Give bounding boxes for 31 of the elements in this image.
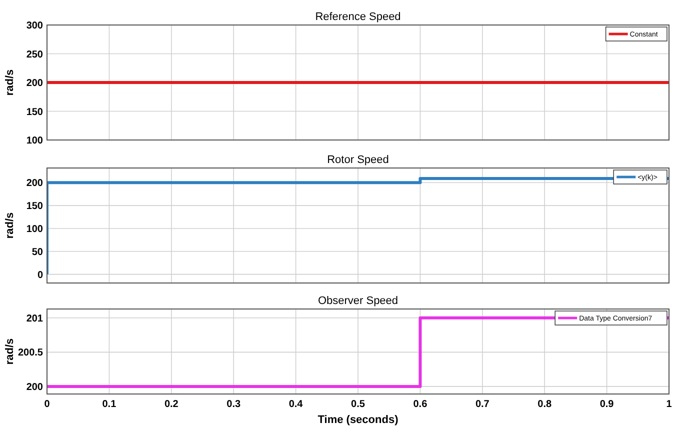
- y-tick-label: 0: [37, 270, 44, 281]
- y-tick-label: 200.5: [18, 348, 44, 359]
- x-tick-label: 0.8: [538, 399, 552, 410]
- x-tick-label: 0: [44, 399, 50, 410]
- y-tick-label: 300: [26, 20, 44, 32]
- y-tick-label: 201: [26, 313, 44, 324]
- y-tick-label: 150: [26, 106, 44, 118]
- x-axis-title: Time (seconds): [318, 414, 399, 426]
- y-axis-title: rad/s: [4, 212, 16, 239]
- y-tick-label: 200: [26, 382, 44, 393]
- x-tick-label: 0.4: [288, 399, 304, 410]
- y-axis-title: rad/s: [4, 69, 16, 96]
- y-tick-label: 200: [26, 178, 44, 190]
- x-tick-label: 0.1: [102, 399, 117, 410]
- y-tick-label: 100: [26, 224, 44, 235]
- chart-title: Observer Speed: [318, 295, 398, 307]
- y-tick-label: 250: [26, 49, 44, 60]
- chart-title: Reference Speed: [315, 11, 401, 23]
- y-tick-label: 150: [26, 201, 44, 212]
- x-tick-label: 0.7: [475, 399, 490, 410]
- x-tick-label: 0.9: [600, 399, 614, 410]
- y-axis-title: rad/s: [4, 338, 16, 365]
- y-tick-label: 50: [32, 246, 44, 258]
- x-tick-label: 0.2: [164, 399, 179, 410]
- x-tick-label: 1: [666, 399, 672, 410]
- chart-title: Rotor Speed: [327, 154, 389, 166]
- x-tick-label: 0.6: [413, 399, 428, 410]
- x-tick-label: 0.5: [351, 399, 366, 410]
- x-tick-label: 0.3: [226, 399, 241, 410]
- y-tick-label: 200: [26, 78, 44, 89]
- y-tick-label: 100: [26, 136, 44, 146]
